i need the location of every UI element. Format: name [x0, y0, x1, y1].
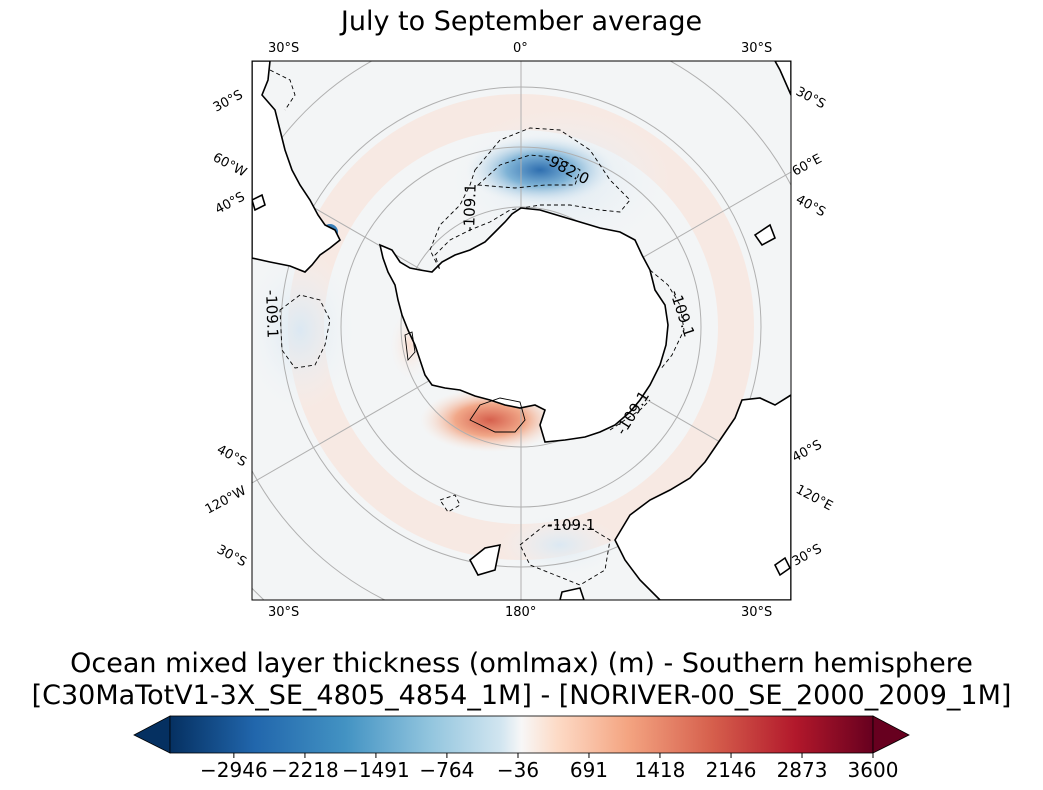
caption-line-2: [C30MaTotV1-3X_SE_4805_4854_1M] - [NORIV…	[31, 680, 1012, 711]
anomaly-pale-blue-3	[500, 515, 620, 575]
map-field	[252, 61, 791, 600]
lat-label: 30°S	[268, 605, 299, 620]
colorbar-tick-label: 1418	[634, 758, 685, 782]
lat-label: 30°S	[268, 41, 299, 56]
lat-label: 30°S	[741, 605, 772, 620]
colorbar-tick-label: 3600	[848, 758, 899, 782]
contours-solid	[404, 331, 526, 433]
contour-label: -109.1	[547, 516, 595, 534]
island-left	[252, 193, 266, 212]
australia	[614, 394, 791, 600]
colorbar-gradient	[169, 715, 874, 754]
colorbar-tick-label: −1491	[342, 758, 410, 782]
lon-label: 180°	[505, 605, 536, 620]
map-title: July to September average	[340, 6, 703, 37]
contour-label: -109.1	[262, 290, 282, 339]
colorbar-tick-label: −2218	[271, 758, 339, 782]
colorbar-tick-label: 2873	[777, 758, 828, 782]
anomaly-pale-blue-2	[252, 250, 355, 410]
lon-label: 0°	[513, 41, 528, 56]
contours-strong	[476, 154, 581, 189]
island-right	[773, 556, 791, 577]
colorbar-tick-label: −2946	[200, 758, 268, 782]
anomaly-blue-weddell	[465, 135, 615, 205]
south-america	[252, 61, 342, 273]
colorbar-tick-label: −764	[419, 758, 474, 782]
colorbar-ticks: −2946 −2218 −1491 −764 −36 691 1418 2146 2873 360…	[200, 753, 898, 782]
colorbar-tick-label: 691	[570, 758, 608, 782]
caption-line-1: Ocean mixed layer thickness (omlmax) (m)…	[70, 648, 973, 679]
colorbar-tick-label: −36	[497, 758, 539, 782]
new-zealand	[468, 543, 502, 576]
nz-south	[559, 587, 585, 600]
contours-dashed	[269, 69, 685, 586]
africa	[774, 61, 791, 96]
colorbar-tick-label: 2146	[706, 758, 757, 782]
colorbar-extend-low	[133, 715, 171, 754]
kerguelen	[753, 223, 776, 247]
antarctica	[378, 207, 669, 443]
map-panel: -982.0 -109.1 -109.1 -109.1 -109.1 -109.…	[203, 41, 835, 620]
map-frame	[251, 60, 792, 601]
lat-label: 30°S	[741, 41, 772, 56]
land	[252, 61, 791, 600]
colorbar-extend-high	[872, 715, 910, 754]
contour-label: -109.1	[460, 183, 480, 232]
